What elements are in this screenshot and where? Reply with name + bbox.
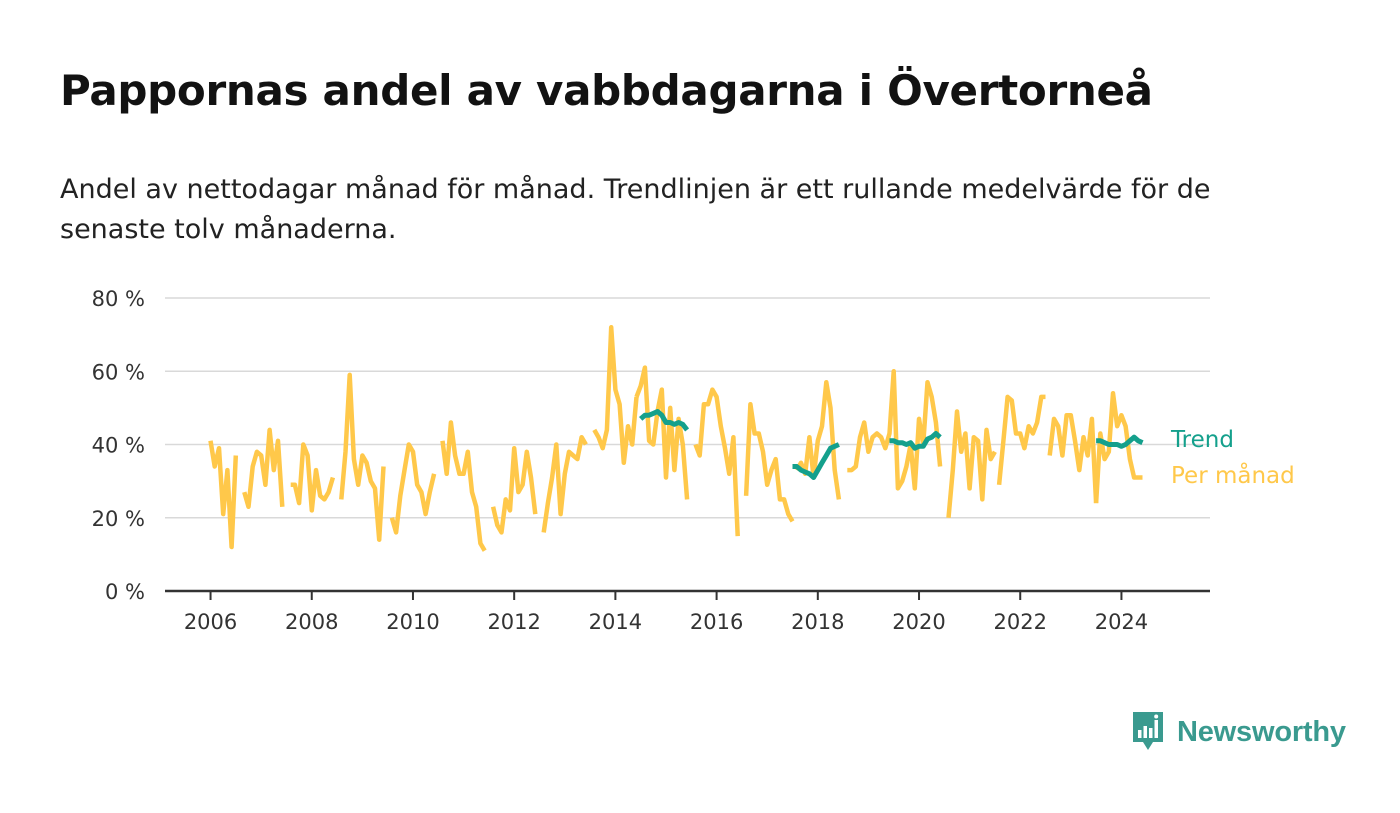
series-line-per-manad [339,372,386,542]
series-line-trend [792,442,840,480]
series-line-per-manad [389,442,437,535]
x-tick-label: 2012 [487,610,540,634]
series-line-per-manad [634,365,690,500]
y-tick-label: 0 % [105,580,145,604]
x-tick-label: 2020 [892,610,945,634]
x-tick-label: 2016 [690,610,743,634]
series-line-per-manad [743,401,795,523]
series-line-per-manad [290,442,336,513]
y-tick-label: 40 % [92,434,145,458]
x-tick-label: 2010 [386,610,439,634]
series-line-per-manad [996,394,1046,486]
x-tick-label: 2022 [994,610,1047,634]
series-line-per-manad [1093,390,1143,504]
legend-trend: Trend [1170,427,1234,453]
gridlines [165,297,1210,593]
axis-ticks: 0 % 20 % 40 % 60 % 80 % 2006 2008 2010 2012 2014 2… [92,287,1149,634]
series-line-per-manad [242,427,285,510]
series-line-per-manad [440,420,487,552]
y-tick-label: 60 % [92,360,145,384]
series-line-per-manad [693,387,740,537]
y-tick-label: 80 % [92,287,145,311]
series-line-per-manad [946,409,997,519]
series-line-per-manad [490,445,538,535]
newsworthy-logo: Newsworthy [1131,710,1346,754]
series-line-per-manad [1047,412,1099,504]
series-lines [208,325,1144,552]
series-line-trend [889,431,942,451]
series-line-per-manad [541,434,588,533]
logo-text: Newsworthy [1177,715,1346,748]
series-line-trend [639,409,690,432]
series-line-per-manad [208,440,239,550]
x-tick-label: 2014 [589,610,642,634]
series-line-per-manad [794,379,842,500]
chart-subtitle: Andel av nettodagar månad för månad. Tre… [60,174,1211,245]
series-line-trend [1096,434,1144,449]
chart-title: Pappornas andel av vabbdagarna i Övertor… [60,66,1153,115]
legend-per-manad: Per månad [1171,461,1295,489]
series-line-per-manad [847,369,943,491]
x-tick-label: 2018 [791,610,844,634]
x-tick-label: 2024 [1095,610,1148,634]
x-tick-label: 2006 [184,610,237,634]
series-line-per-manad [592,325,639,466]
x-tick-label: 2008 [285,610,338,634]
y-tick-label: 20 % [92,507,145,531]
newsworthy-logo-icon [1133,712,1163,750]
